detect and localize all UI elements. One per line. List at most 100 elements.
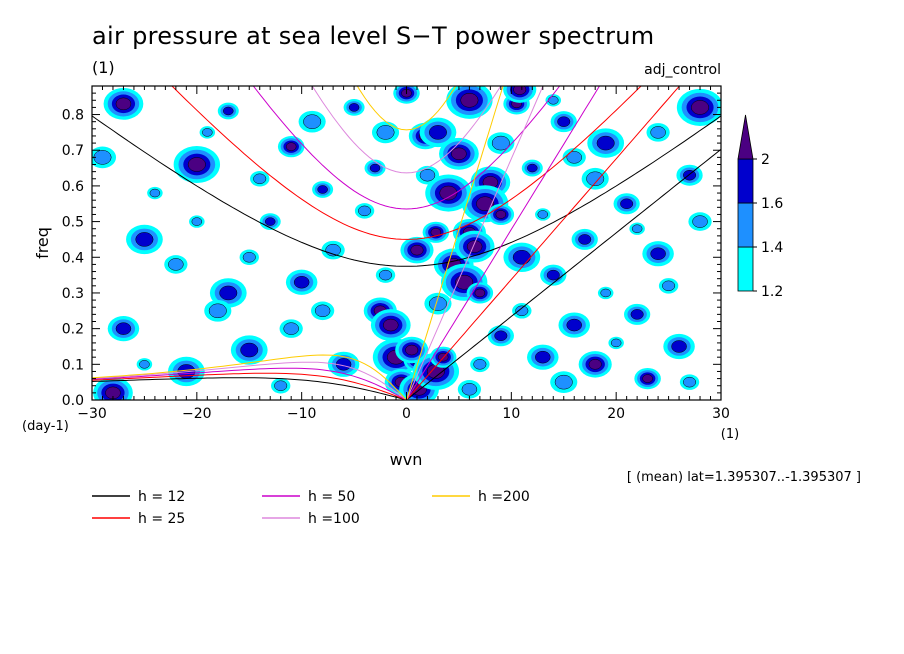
blob-level <box>219 285 238 301</box>
power-blob <box>93 376 133 400</box>
power-blob <box>578 351 612 378</box>
power-blob <box>446 86 493 119</box>
power-blob <box>415 165 440 185</box>
power-blob <box>107 316 140 342</box>
power-blob <box>454 230 495 263</box>
power-blob <box>103 87 144 120</box>
x-tick-label: 30 <box>712 406 730 422</box>
blob-level <box>168 258 184 271</box>
blob-level <box>535 350 551 364</box>
legend-label: h =100 <box>308 511 360 527</box>
power-blob <box>487 132 515 154</box>
blob-level <box>495 210 507 219</box>
blob-level <box>692 215 708 228</box>
blob-level <box>466 240 483 253</box>
curve-50 <box>92 86 601 400</box>
blob-level <box>554 374 573 390</box>
blob-level <box>546 269 560 281</box>
power-blob <box>466 282 494 304</box>
power-blob <box>470 356 490 373</box>
blob-level <box>630 309 644 320</box>
x-axis: −30 −20 −10 0 10 20 30 <box>77 86 730 422</box>
power-blob <box>634 367 661 390</box>
y-tick-label: 0.3 <box>62 286 84 302</box>
y-tick-label: 0.6 <box>62 179 84 195</box>
blob-level <box>662 280 676 292</box>
blob-level <box>240 342 259 358</box>
blob-level <box>348 103 360 112</box>
blob-level <box>149 188 161 198</box>
power-blob <box>422 221 450 243</box>
x-tick-label: 20 <box>607 406 625 422</box>
legend-label: h = 25 <box>138 511 185 527</box>
x-tick-label: 10 <box>502 406 520 422</box>
power-blob <box>285 269 318 295</box>
colorbar-segment <box>737 158 754 204</box>
blob-level <box>283 322 299 335</box>
power-blob <box>189 215 205 228</box>
blob-level <box>264 217 276 226</box>
blob-level <box>460 93 479 108</box>
blob-level <box>683 376 697 388</box>
rossby-wave <box>92 372 407 400</box>
blob-level <box>620 198 634 209</box>
blob-level <box>476 196 495 211</box>
power-blob <box>613 193 640 215</box>
power-blob <box>312 181 334 198</box>
power-blob <box>239 249 259 266</box>
blob-level <box>202 128 213 137</box>
y-tick-label: 0.4 <box>62 250 84 266</box>
blob-level <box>223 106 234 116</box>
power-blob <box>663 333 695 360</box>
blob-level <box>588 359 602 370</box>
blob-level <box>600 288 611 298</box>
power-blob <box>587 128 625 158</box>
blob-level <box>379 269 393 281</box>
y-tick-label: 0.8 <box>62 108 84 124</box>
blob-level <box>317 185 328 194</box>
curve-200 <box>92 86 504 400</box>
x-tick-label: 0 <box>402 406 411 422</box>
blob-level <box>512 250 531 265</box>
power-blob <box>92 146 117 169</box>
rossby-wave <box>92 377 407 400</box>
power-blob <box>343 99 365 116</box>
power-blob <box>608 336 624 350</box>
blob-level <box>515 305 529 317</box>
colorbar-arrow <box>737 114 754 160</box>
blob-level <box>428 125 447 140</box>
power-blob <box>395 336 429 364</box>
blob-level <box>596 135 615 151</box>
rossby-wave <box>92 361 407 400</box>
blob-level <box>253 173 267 185</box>
power-blob <box>311 301 335 321</box>
power-blob <box>439 137 479 170</box>
blob-level <box>358 205 372 217</box>
power-blob <box>199 126 216 139</box>
power-blob <box>597 286 614 300</box>
blob-level <box>473 359 487 370</box>
kelvin-wave <box>406 86 601 400</box>
x-tick-label: −30 <box>77 406 107 422</box>
blob-level <box>527 163 538 173</box>
blob-level <box>187 157 206 172</box>
blob-level <box>548 96 559 105</box>
blob-level <box>303 114 322 129</box>
power-blob <box>487 325 514 347</box>
power-blob <box>230 335 268 365</box>
blob-level <box>461 383 478 396</box>
blob-level <box>451 147 467 161</box>
blob-level <box>274 380 288 391</box>
power-blob <box>375 267 396 283</box>
power-blob <box>364 159 386 177</box>
power-blob <box>126 224 163 255</box>
blob-level <box>405 344 419 356</box>
blob-level <box>242 252 256 263</box>
power-blob <box>424 292 452 315</box>
blob-level <box>208 303 227 319</box>
blob-level <box>610 338 622 348</box>
power-blob <box>259 213 281 230</box>
kelvin-wave <box>406 86 681 400</box>
power-blob <box>457 379 482 399</box>
